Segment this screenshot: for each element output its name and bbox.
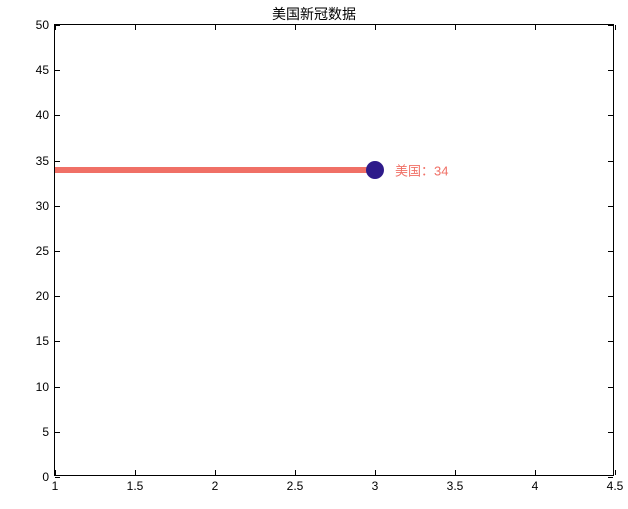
plot-area: 0510152025303540455011.522.533.544.5美国：3… xyxy=(54,24,614,476)
y-tick xyxy=(608,341,613,342)
y-tick xyxy=(55,115,60,116)
y-tick xyxy=(608,161,613,162)
series-end-marker xyxy=(366,161,384,179)
y-tick xyxy=(55,70,60,71)
y-tick xyxy=(55,161,60,162)
y-tick xyxy=(608,251,613,252)
y-tick xyxy=(608,206,613,207)
y-tick xyxy=(608,296,613,297)
y-tick-label: 5 xyxy=(42,425,55,439)
x-tick-label: 2 xyxy=(212,475,219,493)
y-tick xyxy=(55,206,60,207)
x-tick-label: 4 xyxy=(532,475,539,493)
y-tick-label: 40 xyxy=(36,108,55,122)
y-tick-label: 35 xyxy=(36,154,55,168)
y-tick xyxy=(55,341,60,342)
y-tick xyxy=(608,432,613,433)
x-tick xyxy=(55,25,56,30)
y-tick-label: 50 xyxy=(36,18,55,32)
x-tick xyxy=(535,25,536,30)
y-tick xyxy=(55,387,60,388)
y-tick-label: 20 xyxy=(36,289,55,303)
x-tick xyxy=(135,25,136,30)
x-tick xyxy=(375,25,376,30)
y-tick-label: 15 xyxy=(36,334,55,348)
x-tick-label: 4.5 xyxy=(607,475,624,493)
y-tick xyxy=(55,251,60,252)
y-tick xyxy=(55,296,60,297)
chart-container: 美国新冠数据 0510152025303540455011.522.533.54… xyxy=(0,0,628,509)
x-tick-label: 3.5 xyxy=(447,475,464,493)
y-tick xyxy=(608,25,613,26)
y-tick-label: 10 xyxy=(36,380,55,394)
x-tick-label: 2.5 xyxy=(287,475,304,493)
chart-title: 美国新冠数据 xyxy=(0,4,628,24)
x-tick-label: 1.5 xyxy=(127,475,144,493)
y-tick-label: 30 xyxy=(36,199,55,213)
x-tick-label: 1 xyxy=(52,475,59,493)
y-tick xyxy=(55,432,60,433)
x-tick xyxy=(615,25,616,30)
series-label: 美国：34 xyxy=(395,160,448,179)
y-tick-label: 45 xyxy=(36,63,55,77)
y-tick xyxy=(608,387,613,388)
series-line xyxy=(55,167,375,173)
y-tick-label: 25 xyxy=(36,244,55,258)
x-tick-label: 3 xyxy=(372,475,379,493)
y-tick xyxy=(608,115,613,116)
y-tick xyxy=(608,70,613,71)
x-tick xyxy=(455,25,456,30)
x-tick xyxy=(215,25,216,30)
x-tick xyxy=(295,25,296,30)
